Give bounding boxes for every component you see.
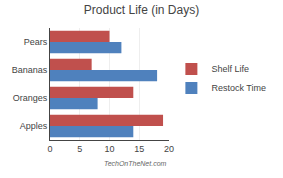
svg-text:10: 10 (104, 144, 114, 154)
svg-text:Apples: Apples (20, 121, 48, 131)
svg-text:0: 0 (47, 144, 52, 154)
svg-text:Pears: Pears (24, 37, 48, 47)
svg-text:Shelf Life: Shelf Life (211, 64, 249, 74)
svg-text:Restock Time: Restock Time (211, 83, 266, 93)
svg-text:TechOnTheNet.com: TechOnTheNet.com (104, 160, 167, 167)
svg-text:5: 5 (77, 144, 82, 154)
svg-text:15: 15 (134, 144, 144, 154)
svg-text:Oranges: Oranges (13, 93, 48, 103)
svg-text:20: 20 (164, 144, 174, 154)
svg-text:Bananas: Bananas (12, 65, 48, 75)
svg-text:Product Life (in Days): Product Life (in Days) (84, 3, 199, 17)
